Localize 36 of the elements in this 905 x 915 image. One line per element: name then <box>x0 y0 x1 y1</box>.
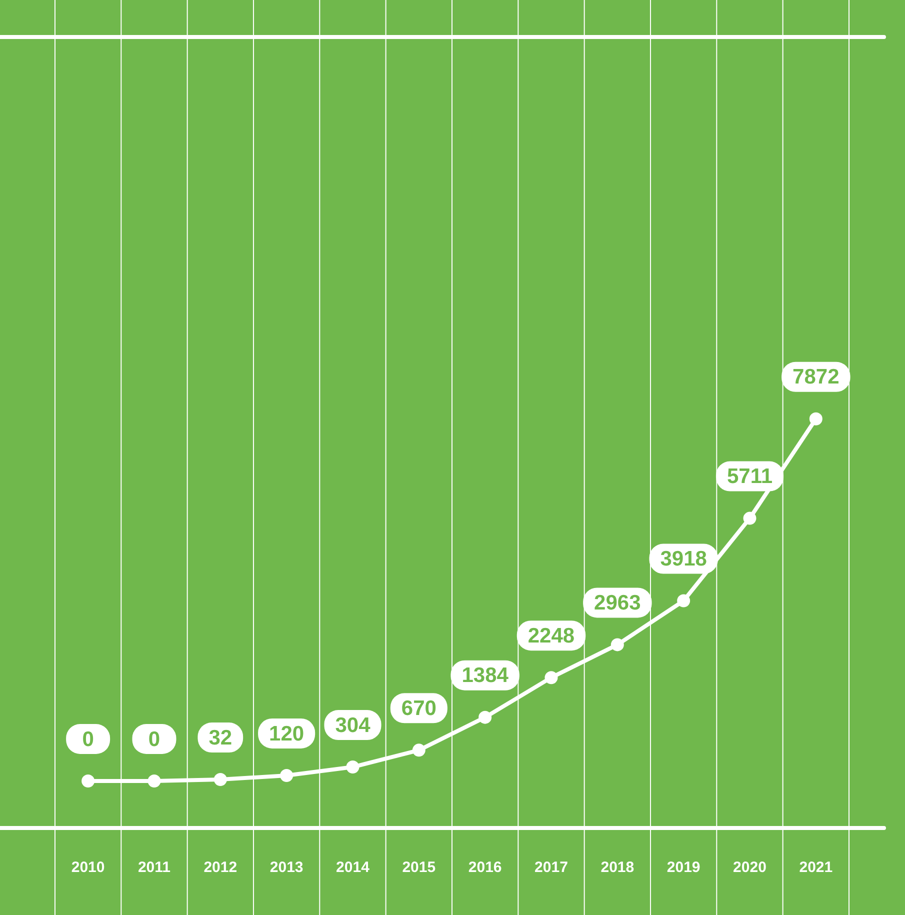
data-label: 3918 <box>660 548 708 571</box>
x-tick-label: 2011 <box>138 859 170 876</box>
data-label: 7872 <box>792 366 840 389</box>
data-label: 2963 <box>594 592 641 614</box>
data-label: 0 <box>148 728 160 751</box>
x-tick-label: 2015 <box>402 859 436 876</box>
x-tick-label: 2014 <box>336 859 370 876</box>
point <box>544 671 558 684</box>
x-tick-label: 2020 <box>733 859 766 876</box>
data-label: 120 <box>269 722 304 746</box>
data-label: 0 <box>82 728 94 751</box>
data-label: 1384 <box>462 664 509 688</box>
x-tick-label: 2019 <box>666 859 700 876</box>
point <box>280 768 294 782</box>
point <box>610 638 624 652</box>
point <box>478 710 492 724</box>
point <box>412 744 426 757</box>
point <box>148 774 161 788</box>
point <box>82 774 95 788</box>
data-label: 5711 <box>726 465 773 488</box>
x-tick-label: 2021 <box>799 859 833 876</box>
data-label: 32 <box>208 726 232 750</box>
data-label: 2248 <box>528 624 575 648</box>
data-label: 670 <box>401 696 436 720</box>
x-tick-label: 2010 <box>71 859 105 876</box>
x-tick-label: 2013 <box>270 859 304 876</box>
x-tick-label: 2012 <box>204 859 238 876</box>
point <box>809 412 822 426</box>
point <box>214 773 227 786</box>
x-tick-label: 2018 <box>600 859 634 876</box>
point <box>346 760 360 774</box>
x-tick-label: 2016 <box>468 859 502 876</box>
point <box>677 594 690 608</box>
data-label: 304 <box>335 714 371 737</box>
x-tick-label: 2017 <box>534 859 568 876</box>
point <box>743 512 756 525</box>
